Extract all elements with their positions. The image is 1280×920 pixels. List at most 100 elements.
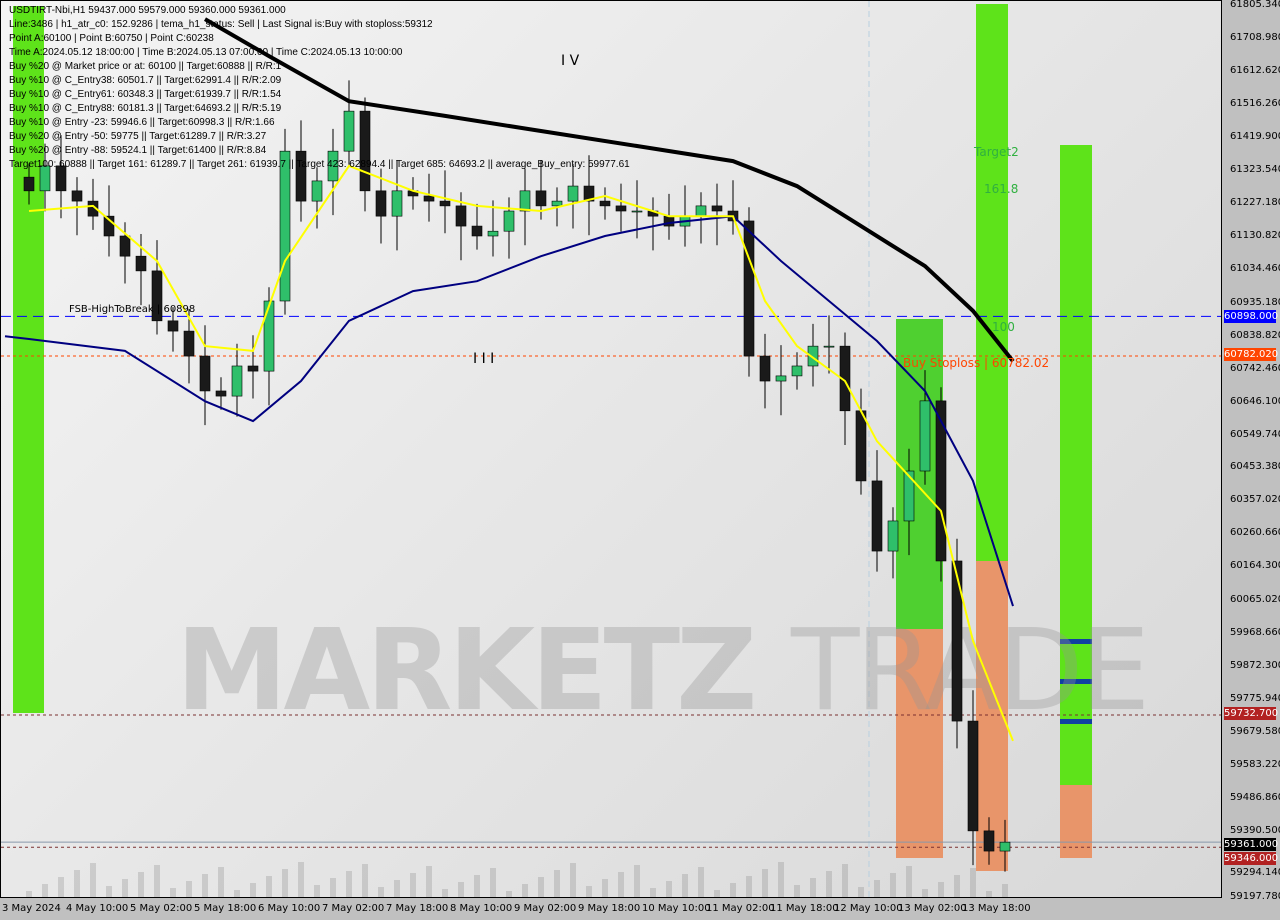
price-tick: 59294.140 <box>1230 867 1280 879</box>
candle-bull <box>791 365 803 377</box>
price-tick: 60164.300 <box>1230 560 1280 572</box>
price-tick: 59872.300 <box>1230 660 1280 672</box>
info-line: Point A:60100 | Point B:60750 | Point C:… <box>9 33 214 44</box>
volume-bar <box>698 867 704 897</box>
time-tick: 12 May 10:00 <box>834 903 903 914</box>
time-tick: 3 May 2024 <box>2 903 61 914</box>
price-tick: 61612.620 <box>1230 64 1280 76</box>
fsb-label: FSB-HighToBreak | 60898 <box>69 304 196 315</box>
volume-bar <box>58 877 64 897</box>
price-tick: 59968.660 <box>1230 627 1280 639</box>
volume-bar <box>746 876 752 897</box>
volume-bar <box>474 875 480 897</box>
candle-bear <box>935 400 947 562</box>
candle-bull <box>823 345 835 348</box>
candle-bear <box>375 190 387 217</box>
volume-bar <box>634 865 640 897</box>
volume-bar <box>506 891 512 897</box>
price-tick: 61034.460 <box>1230 262 1280 274</box>
zone-green-tall <box>976 4 1008 561</box>
ma-slow-line <box>203 17 1015 363</box>
time-tick: 4 May 10:00 <box>66 903 129 914</box>
volume-bar <box>378 887 384 897</box>
indicator-info-panel: USDTIRT-Nbi,H1 59437.000 59579.000 59360… <box>9 4 630 172</box>
time-tick: 5 May 02:00 <box>130 903 193 914</box>
volume-bar <box>666 881 672 897</box>
price-tick: 61130.820 <box>1230 229 1280 241</box>
price-tag: 60898.000 <box>1224 309 1279 323</box>
volume-bar <box>1002 884 1008 897</box>
volume-bar <box>74 870 80 897</box>
price-tick: 59390.500 <box>1230 825 1280 837</box>
candle-bear <box>583 185 595 202</box>
volume-bar <box>250 883 256 897</box>
candle-bull <box>39 165 51 192</box>
volume-bar <box>138 872 144 897</box>
chart-plot-area[interactable]: MARKETZ TRADE USDTIRT-Nbi,H1 59437.000 5… <box>0 0 1222 898</box>
price-tag: 59346.000 <box>1224 852 1279 866</box>
candle-bear <box>423 195 435 202</box>
volume-bar <box>554 870 560 897</box>
volume-bar <box>794 885 800 897</box>
volume-bar <box>170 888 176 897</box>
volume-bar <box>778 862 784 897</box>
volume-bar <box>906 866 912 897</box>
volume-bar <box>362 864 368 897</box>
volume-bar <box>314 885 320 897</box>
volume-bar <box>154 865 160 897</box>
candle-bear <box>183 330 195 357</box>
volume-bar <box>890 873 896 897</box>
candle-bear <box>535 190 547 207</box>
ma-mid-line <box>4 215 1014 607</box>
info-line: Buy %20 @ Entry -88: 59524.1 || Target:6… <box>9 145 267 156</box>
price-tick: 59583.220 <box>1230 759 1280 771</box>
volume-bar <box>538 877 544 897</box>
candle-bear <box>455 205 467 227</box>
candle-bear <box>87 200 99 217</box>
volume-bar <box>650 888 656 897</box>
time-tick: 11 May 18:00 <box>770 903 839 914</box>
volume-bar <box>970 868 976 897</box>
trade-zones <box>13 1 1092 897</box>
time-tick: 10 May 10:00 <box>642 903 711 914</box>
candle-bear <box>23 176 35 192</box>
volume-bar <box>298 862 304 897</box>
candle-bull <box>311 180 323 202</box>
price-tick: 61516.260 <box>1230 97 1280 109</box>
candle-bull <box>487 230 499 237</box>
ma-fast-line <box>28 164 1014 742</box>
price-tick: 60357.020 <box>1230 494 1280 506</box>
entry-marker <box>1060 719 1092 724</box>
volume-bar <box>266 876 272 897</box>
zone-orange-mid <box>896 629 943 858</box>
candle-bear <box>711 205 723 212</box>
candle-bear <box>359 110 371 192</box>
candle-bear <box>599 200 611 207</box>
candle-bull <box>695 205 707 217</box>
volume-bar <box>826 871 832 897</box>
candle-bear <box>103 215 115 237</box>
price-tick: 60260.660 <box>1230 527 1280 539</box>
price-chart <box>1 17 1221 897</box>
price-tick: 60549.740 <box>1230 428 1280 440</box>
price-tick: 59775.940 <box>1230 693 1280 705</box>
volume-bar <box>522 884 528 897</box>
volume-bar <box>730 883 736 897</box>
candle-bull <box>567 185 579 202</box>
volume-bar <box>858 887 864 897</box>
price-tick: 61323.540 <box>1230 163 1280 175</box>
price-tag: 59361.000 <box>1224 838 1279 852</box>
candle-bear <box>247 365 259 372</box>
volume-bar <box>442 889 448 897</box>
candle-bear <box>215 390 227 397</box>
volume-bar <box>842 864 848 897</box>
volume-bar <box>938 882 944 897</box>
candle-bull <box>919 400 931 472</box>
time-tick: 9 May 02:00 <box>514 903 577 914</box>
candle-bear <box>439 200 451 207</box>
target2-label: Target2 <box>974 145 1019 159</box>
candle-bull <box>343 110 355 152</box>
volume-bar <box>202 874 208 897</box>
candle-bear <box>55 165 67 192</box>
time-tick: 13 May 02:00 <box>898 903 967 914</box>
